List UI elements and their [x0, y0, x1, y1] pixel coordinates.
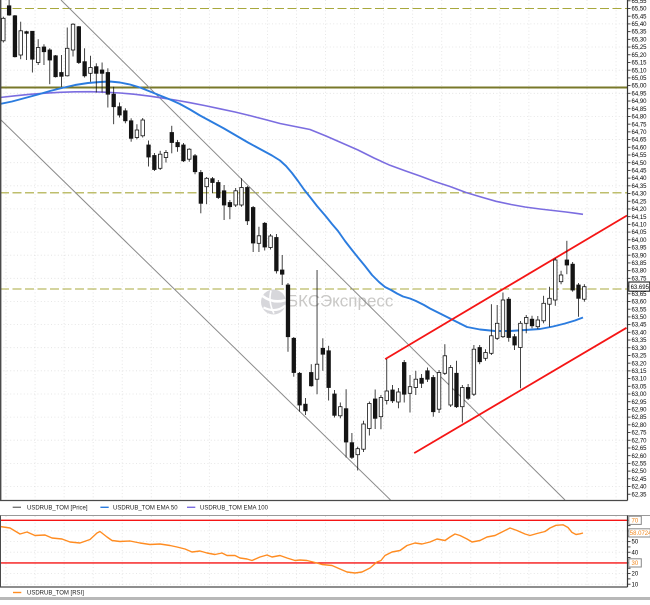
svg-text:63,75: 63,75 — [632, 276, 648, 282]
svg-text:64,45: 64,45 — [632, 169, 648, 175]
svg-text:62,55: 62,55 — [632, 461, 648, 467]
svg-text:63,50: 63,50 — [632, 315, 648, 321]
svg-text:62,75: 62,75 — [632, 431, 648, 437]
svg-text:63,30: 63,30 — [632, 346, 648, 352]
svg-text:65,50: 65,50 — [632, 7, 648, 13]
svg-text:10: 10 — [632, 582, 639, 588]
svg-text:USDRUB_TOM [Price]: USDRUB_TOM [Price] — [27, 506, 88, 512]
svg-text:63,55: 63,55 — [632, 307, 648, 313]
svg-text:USDRUB_TOM EMA 100: USDRUB_TOM EMA 100 — [200, 506, 269, 512]
svg-text:62,85: 62,85 — [632, 415, 648, 421]
svg-text:64,30: 64,30 — [632, 192, 648, 198]
svg-text:64,75: 64,75 — [632, 122, 648, 128]
svg-text:USDRUB_TOM [RSI]: USDRUB_TOM [RSI] — [27, 591, 84, 597]
svg-text:65,00: 65,00 — [632, 84, 648, 90]
svg-text:62,95: 62,95 — [632, 400, 648, 406]
svg-text:65,20: 65,20 — [632, 53, 648, 59]
svg-text:64,35: 64,35 — [632, 184, 648, 190]
svg-text:64,05: 64,05 — [632, 230, 648, 236]
svg-text:63,40: 63,40 — [632, 330, 648, 336]
svg-text:62,60: 62,60 — [632, 454, 648, 460]
svg-text:63,85: 63,85 — [632, 261, 648, 267]
svg-text:64,80: 64,80 — [632, 115, 648, 121]
svg-text:65,40: 65,40 — [632, 22, 648, 28]
svg-text:63,65: 63,65 — [632, 292, 648, 298]
svg-text:63,20: 63,20 — [632, 361, 648, 367]
svg-text:64,85: 64,85 — [632, 107, 648, 113]
svg-text:63,00: 63,00 — [632, 392, 648, 398]
svg-text:64,60: 64,60 — [632, 145, 648, 151]
svg-text:62,45: 62,45 — [632, 477, 648, 483]
svg-text:64,95: 64,95 — [632, 91, 648, 97]
svg-text:20: 20 — [632, 572, 639, 578]
svg-text:64,90: 64,90 — [632, 99, 648, 105]
svg-text:62,65: 62,65 — [632, 446, 648, 452]
svg-text:50: 50 — [632, 540, 639, 546]
svg-text:64,50: 64,50 — [632, 161, 648, 167]
svg-text:62,90: 62,90 — [632, 408, 648, 414]
svg-text:64,25: 64,25 — [632, 199, 648, 205]
svg-text:63,45: 63,45 — [632, 323, 648, 329]
svg-text:63,90: 63,90 — [632, 253, 648, 259]
svg-text:63,35: 63,35 — [632, 338, 648, 344]
svg-text:64,65: 64,65 — [632, 138, 648, 144]
svg-text:65,10: 65,10 — [632, 68, 648, 74]
svg-text:63,25: 63,25 — [632, 354, 648, 360]
svg-text:58.0724: 58.0724 — [630, 531, 650, 537]
svg-text:65,45: 65,45 — [632, 14, 648, 20]
svg-text:63,80: 63,80 — [632, 269, 648, 275]
svg-text:БКСЭкспресс: БКСЭкспресс — [287, 292, 394, 311]
svg-text:65,35: 65,35 — [632, 30, 648, 36]
svg-text:63,60: 63,60 — [632, 300, 648, 306]
svg-text:65,30: 65,30 — [632, 37, 648, 43]
svg-text:64,20: 64,20 — [632, 207, 648, 213]
svg-text:40: 40 — [632, 550, 639, 556]
svg-text:64,15: 64,15 — [632, 215, 648, 221]
svg-text:64,10: 64,10 — [632, 222, 648, 228]
svg-text:64,70: 64,70 — [632, 130, 648, 136]
svg-text:30: 30 — [632, 561, 639, 567]
svg-text:63,95: 63,95 — [632, 246, 648, 252]
svg-text:63.695: 63.695 — [631, 285, 650, 291]
svg-text:65,55: 65,55 — [632, 0, 648, 5]
svg-text:70: 70 — [632, 519, 639, 525]
svg-text:64,00: 64,00 — [632, 238, 648, 244]
svg-text:63,15: 63,15 — [632, 369, 648, 375]
svg-text:64,40: 64,40 — [632, 176, 648, 182]
svg-text:65,25: 65,25 — [632, 45, 648, 51]
svg-text:62,40: 62,40 — [632, 485, 648, 491]
svg-text:62,35: 62,35 — [632, 492, 648, 498]
svg-text:63,05: 63,05 — [632, 384, 648, 390]
svg-text:62,70: 62,70 — [632, 438, 648, 444]
svg-text:62,80: 62,80 — [632, 423, 648, 429]
svg-text:USDRUB_TOM EMA 50: USDRUB_TOM EMA 50 — [113, 506, 178, 512]
svg-text:64,55: 64,55 — [632, 153, 648, 159]
svg-text:63,10: 63,10 — [632, 377, 648, 383]
svg-text:65,15: 65,15 — [632, 61, 648, 67]
svg-text:62,50: 62,50 — [632, 469, 648, 475]
svg-text:65,05: 65,05 — [632, 76, 648, 82]
